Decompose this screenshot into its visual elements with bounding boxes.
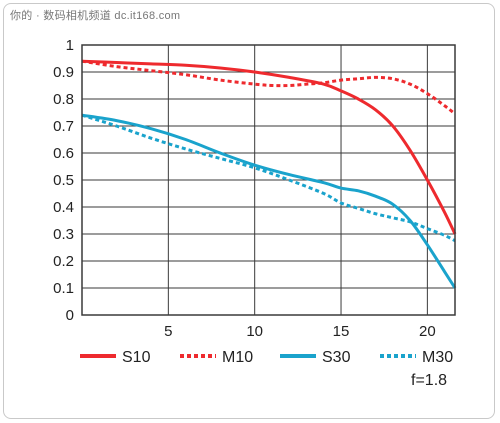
x-tick-label: 15 xyxy=(333,323,350,340)
tick-labels: 00.10.20.30.40.50.60.70.80.915 10 15 20 xyxy=(53,37,436,340)
axis-layer xyxy=(81,44,456,316)
series-line-m10 xyxy=(81,59,456,116)
grid-layer xyxy=(82,45,455,315)
legend-label-m30: M30 xyxy=(422,349,453,366)
y-tick-label: 0.2 xyxy=(53,253,74,270)
x-tick-label: 20 xyxy=(419,323,436,340)
legend-label-m10: M10 xyxy=(222,349,253,366)
series-line-s30 xyxy=(81,113,457,289)
y-tick-label: 1 xyxy=(66,37,74,54)
y-tick-label: 0.9 xyxy=(53,64,74,81)
y-tick-label: 0.1 xyxy=(53,280,74,297)
aperture-note: f=1.8 xyxy=(411,372,448,389)
y-tick-label: 0.8 xyxy=(53,91,74,108)
series-line-s10 xyxy=(81,59,457,235)
plot-border xyxy=(81,44,456,316)
y-tick-label: 0.5 xyxy=(53,172,74,189)
legend-label-s30: S30 xyxy=(322,349,351,366)
x-tick-label: 5 xyxy=(164,323,172,340)
y-tick-label: 0.4 xyxy=(53,199,74,216)
watermark-text: 你的 · 数码相机频道 dc.it168.com xyxy=(10,10,181,22)
legend-label-s10: S10 xyxy=(122,349,151,366)
chart-frame xyxy=(3,3,495,419)
y-tick-label: 0.6 xyxy=(53,145,74,162)
y-tick-label: 0.3 xyxy=(53,226,74,243)
y-tick-label: 0.7 xyxy=(53,118,74,135)
x-tick-label: 10 xyxy=(246,323,263,340)
legend: S10 M10 S30 M30 xyxy=(80,349,453,366)
series-layer xyxy=(81,59,457,289)
y-tick-label: 0 xyxy=(66,307,74,324)
